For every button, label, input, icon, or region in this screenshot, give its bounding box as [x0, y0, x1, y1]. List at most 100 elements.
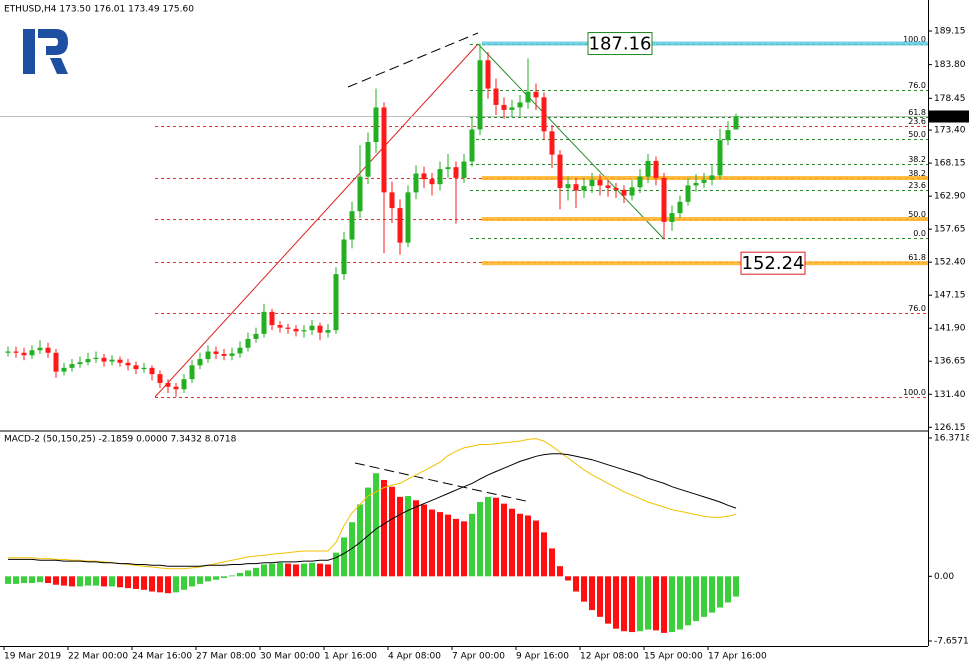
- candle-body: [77, 362, 83, 365]
- candle-body: [637, 176, 643, 188]
- fibo-label: 100.0: [903, 388, 926, 397]
- fibo-label: 100.0: [903, 35, 926, 44]
- logo-bowl: [38, 29, 68, 55]
- candle-body: [429, 179, 435, 185]
- candle-body: [493, 88, 499, 105]
- histogram-bar: [685, 576, 691, 626]
- candle-body: [733, 116, 739, 130]
- y-tick-label: 141.90: [934, 324, 966, 334]
- fibo-label: 23.6: [908, 181, 926, 190]
- histogram-bar: [573, 576, 579, 592]
- histogram-bar: [461, 521, 467, 577]
- histogram-bar: [397, 496, 403, 577]
- histogram-bar: [717, 576, 723, 608]
- candle-body: [701, 179, 707, 183]
- price-box: [740, 251, 806, 275]
- fibo-label: 76.0: [908, 81, 926, 90]
- candle-body: [381, 107, 387, 193]
- candle-body: [397, 208, 403, 243]
- fibo-label: 0.0: [913, 229, 926, 238]
- price-box-label: 187.16: [589, 34, 652, 55]
- fibo-trend-line: [154, 43, 479, 398]
- candle-body: [309, 325, 315, 331]
- histogram-bar: [597, 576, 603, 617]
- candle-body: [45, 347, 51, 353]
- candle-body: [501, 104, 507, 110]
- histogram-bar: [341, 537, 347, 577]
- histogram-bar: [501, 503, 507, 577]
- y-tick-label: 183.80: [934, 60, 966, 70]
- histogram-bar: [429, 509, 435, 577]
- histogram-bar: [701, 576, 707, 617]
- y-tick-label: 189.15: [934, 27, 966, 37]
- histogram-bar: [661, 576, 667, 633]
- x-tick-label: 22 Mar 00:00: [68, 652, 128, 662]
- histogram-bar: [469, 513, 475, 577]
- candle-body: [541, 97, 547, 132]
- histogram-bar: [589, 576, 595, 611]
- candle-body: [125, 362, 131, 366]
- histogram-bar: [261, 564, 267, 577]
- x-tick-label: 15 Apr 00:00: [644, 652, 703, 662]
- histogram-bar: [485, 496, 491, 577]
- candle-body: [165, 382, 171, 387]
- histogram-bar: [621, 576, 627, 632]
- candle-body: [413, 173, 419, 193]
- candle-body: [613, 187, 619, 190]
- histogram-bar: [53, 576, 59, 585]
- candle-body: [277, 325, 283, 328]
- candle-body: [693, 182, 699, 186]
- candle-body: [533, 91, 539, 98]
- candle-body: [341, 239, 347, 275]
- candle-body: [509, 107, 515, 110]
- fibo-label: 61.8: [908, 253, 926, 262]
- candle-body: [261, 311, 267, 334]
- candle-body: [237, 347, 243, 354]
- histogram-bar: [325, 564, 331, 577]
- candle-body: [389, 192, 395, 209]
- candle-body: [21, 352, 27, 356]
- main-line: [8, 453, 737, 567]
- histogram-bar: [413, 500, 419, 577]
- candle-body: [285, 327, 291, 329]
- candle-body: [373, 107, 379, 143]
- candle-body: [133, 365, 139, 370]
- histogram-bar: [637, 576, 643, 632]
- histogram-bar: [709, 576, 715, 613]
- candle-body: [581, 186, 587, 191]
- histogram-bar: [69, 576, 75, 587]
- candle-body: [677, 201, 683, 214]
- histogram-bar: [653, 576, 659, 631]
- price-box: [587, 32, 653, 56]
- histogram-bar: [149, 576, 155, 592]
- histogram-bar: [165, 576, 171, 594]
- candle-body: [253, 333, 259, 339]
- histogram-bar: [405, 496, 411, 577]
- candle-body: [517, 102, 523, 108]
- candle-body: [205, 351, 211, 360]
- histogram-bar: [365, 487, 371, 577]
- histogram-bar: [213, 576, 219, 580]
- histogram-bar: [253, 567, 259, 577]
- histogram-bar: [157, 576, 163, 593]
- candle-body: [189, 365, 195, 380]
- candle-body: [229, 353, 235, 356]
- candle-body: [357, 176, 363, 212]
- histogram-bar: [85, 576, 91, 586]
- histogram-bar: [389, 486, 395, 577]
- candle-body: [317, 325, 323, 333]
- level-band: [482, 41, 928, 46]
- candle-body: [437, 169, 443, 185]
- x-tick-label: 27 Mar 08:00: [196, 652, 256, 662]
- histogram-bar: [477, 501, 483, 577]
- histogram-bar: [445, 514, 451, 577]
- candle-body: [157, 374, 163, 383]
- logo: [23, 29, 68, 74]
- y-tick-label: 126.15: [934, 423, 966, 433]
- histogram-bar: [517, 513, 523, 577]
- candle-body: [717, 140, 723, 176]
- x-tick-label: 19 Mar 2019: [4, 652, 61, 662]
- x-tick-label: 9 Apr 16:00: [516, 652, 569, 662]
